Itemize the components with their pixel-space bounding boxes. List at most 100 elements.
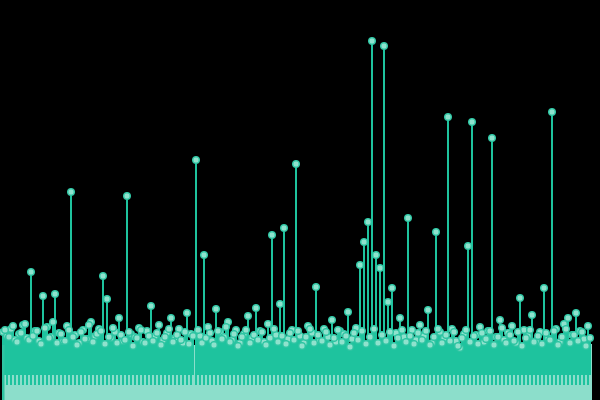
stem-marker (405, 331, 415, 341)
stem-marker (154, 320, 164, 330)
stem-marker (191, 155, 201, 165)
stem-marker (581, 341, 591, 351)
stem-marker (495, 315, 505, 325)
stem-marker (311, 282, 321, 292)
stem-marker (245, 338, 255, 348)
stem-marker (387, 283, 397, 293)
stem-marker (505, 330, 515, 340)
stem-marker (148, 336, 158, 346)
stem-marker (507, 321, 517, 331)
stem-marker (393, 333, 403, 343)
stem-marker (184, 339, 194, 349)
stem-marker (527, 310, 537, 320)
stem-marker (421, 326, 431, 336)
stem-marker (365, 332, 375, 342)
stem-marker (164, 324, 174, 334)
stem-marker (68, 332, 78, 342)
stem-marker (341, 331, 351, 341)
stem-marker (389, 341, 399, 351)
stem-marker (529, 337, 539, 347)
stem-marker (367, 36, 377, 46)
stem-marker (265, 333, 275, 343)
stem-marker (437, 338, 447, 348)
stem-marker (401, 337, 411, 347)
stem-marker (569, 330, 579, 340)
stem-marker (509, 336, 519, 346)
stem-marker (583, 321, 593, 331)
stem-marker (211, 304, 221, 314)
stem-marker (285, 328, 295, 338)
stem-marker (379, 41, 389, 51)
stem-marker (72, 340, 82, 350)
stem-marker (501, 338, 511, 348)
stem-marker (100, 339, 110, 349)
stem-marker (489, 340, 499, 350)
stem-marker (269, 324, 279, 334)
stem-marker (553, 340, 563, 350)
stem-marker (251, 303, 261, 313)
stem-marker (213, 326, 223, 336)
stem-marker (453, 341, 463, 351)
stem-marker (443, 112, 453, 122)
stem-marker (547, 107, 557, 117)
stem-marker (275, 299, 285, 309)
stem-marker (425, 340, 435, 350)
stem-marker (585, 333, 595, 343)
stem-marker (0, 325, 10, 335)
stem-marker (166, 313, 176, 323)
stem-marker (205, 328, 215, 338)
stem-marker (273, 337, 283, 347)
stem-marker (327, 315, 337, 325)
stem-marker (12, 337, 22, 347)
stem-marker (199, 250, 209, 260)
stem-marker (431, 227, 441, 237)
stem-marker (289, 335, 299, 345)
stem-marker (313, 330, 323, 340)
stem-marker (565, 338, 575, 348)
stem-marker (317, 336, 327, 346)
stem-marker (563, 313, 573, 323)
stem-marker (156, 340, 166, 350)
stem-marker (561, 324, 571, 334)
stem-marker (343, 307, 353, 317)
stem-marker (403, 213, 413, 223)
stem-marker (182, 308, 192, 318)
stem-marker (333, 325, 343, 335)
stem-marker (152, 328, 162, 338)
stem-marker (128, 341, 138, 351)
stem-marker (409, 339, 419, 349)
stem-marker (16, 328, 26, 338)
stem-marker (44, 333, 54, 343)
stem-marker (291, 159, 301, 169)
stem-marker (395, 313, 405, 323)
stem-lines (1, 41, 592, 385)
stem-marker (423, 305, 433, 315)
stem-marker (60, 336, 70, 346)
stem-marker (76, 327, 86, 337)
stem-marker (8, 321, 18, 331)
stem-marker (371, 250, 381, 260)
stem-marker (349, 328, 359, 338)
stem-marker (469, 331, 479, 341)
stem-marker (381, 336, 391, 346)
stem-marker (241, 325, 251, 335)
stem-marker (221, 322, 231, 332)
stem-marker (429, 332, 439, 342)
stem-marker (433, 324, 443, 334)
stem-marker (533, 331, 543, 341)
stem-marker (493, 332, 503, 342)
stem-marker (545, 335, 555, 345)
stem-marker (467, 117, 477, 127)
stem-marker (120, 335, 130, 345)
stem-marker (441, 330, 451, 340)
stem-marker (229, 329, 239, 339)
stem-marker (176, 335, 186, 345)
stem-marker (417, 335, 427, 345)
stem-marker (363, 217, 373, 227)
stem-marker (485, 326, 495, 336)
stem-marker (108, 323, 118, 333)
stem-marker (124, 327, 134, 337)
stem-marker (457, 333, 467, 343)
